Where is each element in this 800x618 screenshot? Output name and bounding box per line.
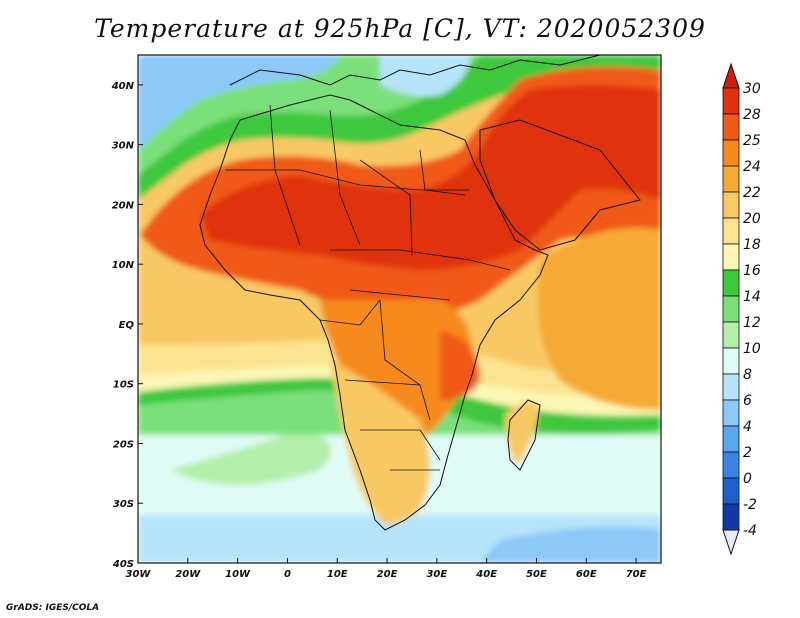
colorbar-label: 4 [743,419,752,435]
colorbar-label: 16 [743,263,761,279]
colorbar-label: 24 [743,159,761,175]
colorbar-label: -4 [743,523,757,539]
colorbar-swatch [722,373,740,401]
colorbar-top-arrow [722,62,740,89]
lon-tick-label: 30W [126,569,152,580]
latitude-axis: 40N 30N 20N 10N EQ 10S 20S 30S 40S [111,81,143,570]
lat-tick-label: 10S [113,380,134,391]
field-east-24 [537,228,661,410]
field-south-14 [170,430,332,485]
colorbar-label: 18 [743,237,761,253]
colorbar-swatch [722,191,740,219]
lon-tick-label: 40E [475,569,497,580]
colorbar-swatch [722,269,740,297]
coastlines [199,55,641,531]
colorbar-bottom-arrow [722,529,740,556]
colorbar-label: 22 [743,185,761,201]
lon-tick-label: 50E [526,569,547,580]
colorbar-label: 8 [743,367,752,383]
temperature-field [138,55,661,563]
colorbar-swatch [722,477,740,505]
lon-tick-label: 70E [626,569,647,580]
colorbar-swatch [722,347,740,375]
field-south-6 [480,526,661,563]
lon-tick-label: 20W [175,569,201,580]
lat-tick-label: 40S [112,559,134,570]
colorbar-swatch [722,113,740,141]
colorbar-swatch [722,87,740,115]
colorbar-label: 14 [743,289,761,305]
lon-tick-label: 0 [284,569,291,580]
lon-tick-label: 10E [327,569,348,580]
colorbar-swatch [722,503,740,531]
lat-tick-label: 20S [113,439,134,450]
lat-tick-label: 30N [112,141,135,152]
country-borders [225,104,511,471]
colorbar-swatch [722,425,740,453]
lat-tick-label: 20N [112,200,135,211]
lon-tick-label: 10W [225,569,251,580]
lon-tick-label: 30E [426,569,447,580]
madagascar-coastline [507,399,541,471]
field-central-25 [320,300,472,440]
plot-frame [137,54,662,564]
colorbar-label: 6 [743,393,752,409]
colorbar-swatch [722,165,740,193]
lon-tick-label: 20E [377,569,398,580]
colorbar-label: 28 [743,107,761,123]
field-south-africa-22 [330,360,430,525]
colorbar-swatch [722,295,740,323]
africa-coastline [199,94,549,531]
lat-tick-label: 10N [112,260,135,271]
colorbar-label: 30 [743,81,761,97]
colorbar-label: 10 [743,341,761,357]
lat-tick-label: 40N [111,81,135,92]
colorbar-label: 25 [743,133,761,149]
field-med-10 [380,55,470,97]
colorbar-swatch [722,399,740,427]
lat-tick-label: 30S [113,499,134,510]
arabia-coastline [479,119,641,251]
colorbar-label: 12 [743,315,761,331]
colorbar-swatch [722,451,740,479]
colorbar-label: 20 [743,211,761,227]
colorbar-swatch [722,139,740,167]
longitude-axis: 30W 20W 10W 0 10E 20E 30E 40E 50E 60E 70E [126,558,647,580]
colorbar-swatch [722,243,740,271]
field-lakes-28 [440,330,480,400]
colorbar-label: 2 [743,445,752,461]
credit-text: GrADS: IGES/COLA [6,603,100,613]
colorbar-label: -2 [743,497,757,513]
lon-tick-label: 60E [576,569,597,580]
field-north-8 [138,55,340,150]
europe-coastline [229,55,601,86]
colorbar-swatch [722,321,740,349]
colorbar-swatch [722,217,740,245]
chart-title: Temperature at 925hPa [C], VT: 202005230… [94,14,706,43]
lat-tick-label: EQ [119,320,135,331]
field-hot-30 [200,85,661,270]
field-madagascar-22 [505,401,540,465]
colorbar-label: 0 [743,471,752,487]
